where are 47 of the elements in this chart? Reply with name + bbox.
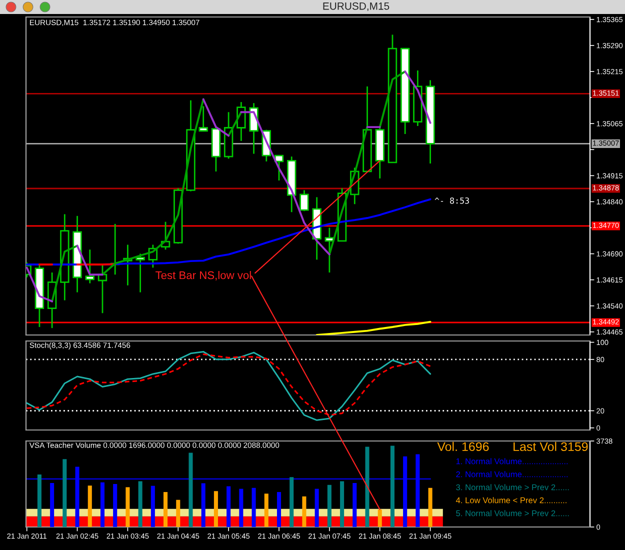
annotation: Test Bar NS,low vol xyxy=(156,270,251,280)
bar xyxy=(252,488,256,527)
bar xyxy=(126,487,130,527)
bar xyxy=(416,454,420,527)
bar xyxy=(403,456,408,527)
annotation: Last Vol 3159 xyxy=(514,442,588,452)
candlestick xyxy=(300,190,309,212)
bar xyxy=(164,492,168,527)
line-series xyxy=(316,320,432,335)
bar xyxy=(88,486,92,527)
bar xyxy=(390,446,394,527)
bar xyxy=(188,452,193,527)
bar xyxy=(176,500,180,527)
bar xyxy=(214,491,218,527)
candlestick xyxy=(136,253,145,293)
bar xyxy=(264,494,268,527)
bar xyxy=(239,488,244,527)
annotation: ^- 8:53 xyxy=(434,197,469,204)
annotation: 5. Normal Volume > Prev 2...... xyxy=(456,510,569,516)
bar xyxy=(226,486,231,527)
bar xyxy=(290,477,294,527)
bar xyxy=(428,488,432,527)
bar xyxy=(50,483,54,527)
bar xyxy=(62,459,67,527)
annotation: 4. Low Volume < Prev 2.......... xyxy=(456,497,566,504)
bar xyxy=(75,466,80,527)
annotation: 3. Normal Volume > Prev 2...... xyxy=(456,484,569,490)
bar xyxy=(378,510,382,527)
candlestick xyxy=(198,106,208,132)
bar xyxy=(340,481,344,527)
bar xyxy=(314,488,319,527)
bar xyxy=(113,484,118,527)
chart-title: EURUSD,M15 xyxy=(323,2,390,12)
annotation: 2. Normal Volume.................... xyxy=(456,471,568,478)
annotation: 1. Normal Volume.................... xyxy=(456,458,568,464)
bar xyxy=(365,446,370,527)
bar xyxy=(100,482,105,527)
bar xyxy=(302,496,306,527)
candlestick xyxy=(85,248,94,284)
bar xyxy=(138,481,142,527)
bar xyxy=(276,492,282,527)
bar xyxy=(327,484,332,527)
bar xyxy=(37,474,42,527)
annotation: Vol. 1696 xyxy=(437,442,489,452)
bar xyxy=(150,486,155,527)
bar xyxy=(352,483,357,527)
bar xyxy=(201,483,206,527)
